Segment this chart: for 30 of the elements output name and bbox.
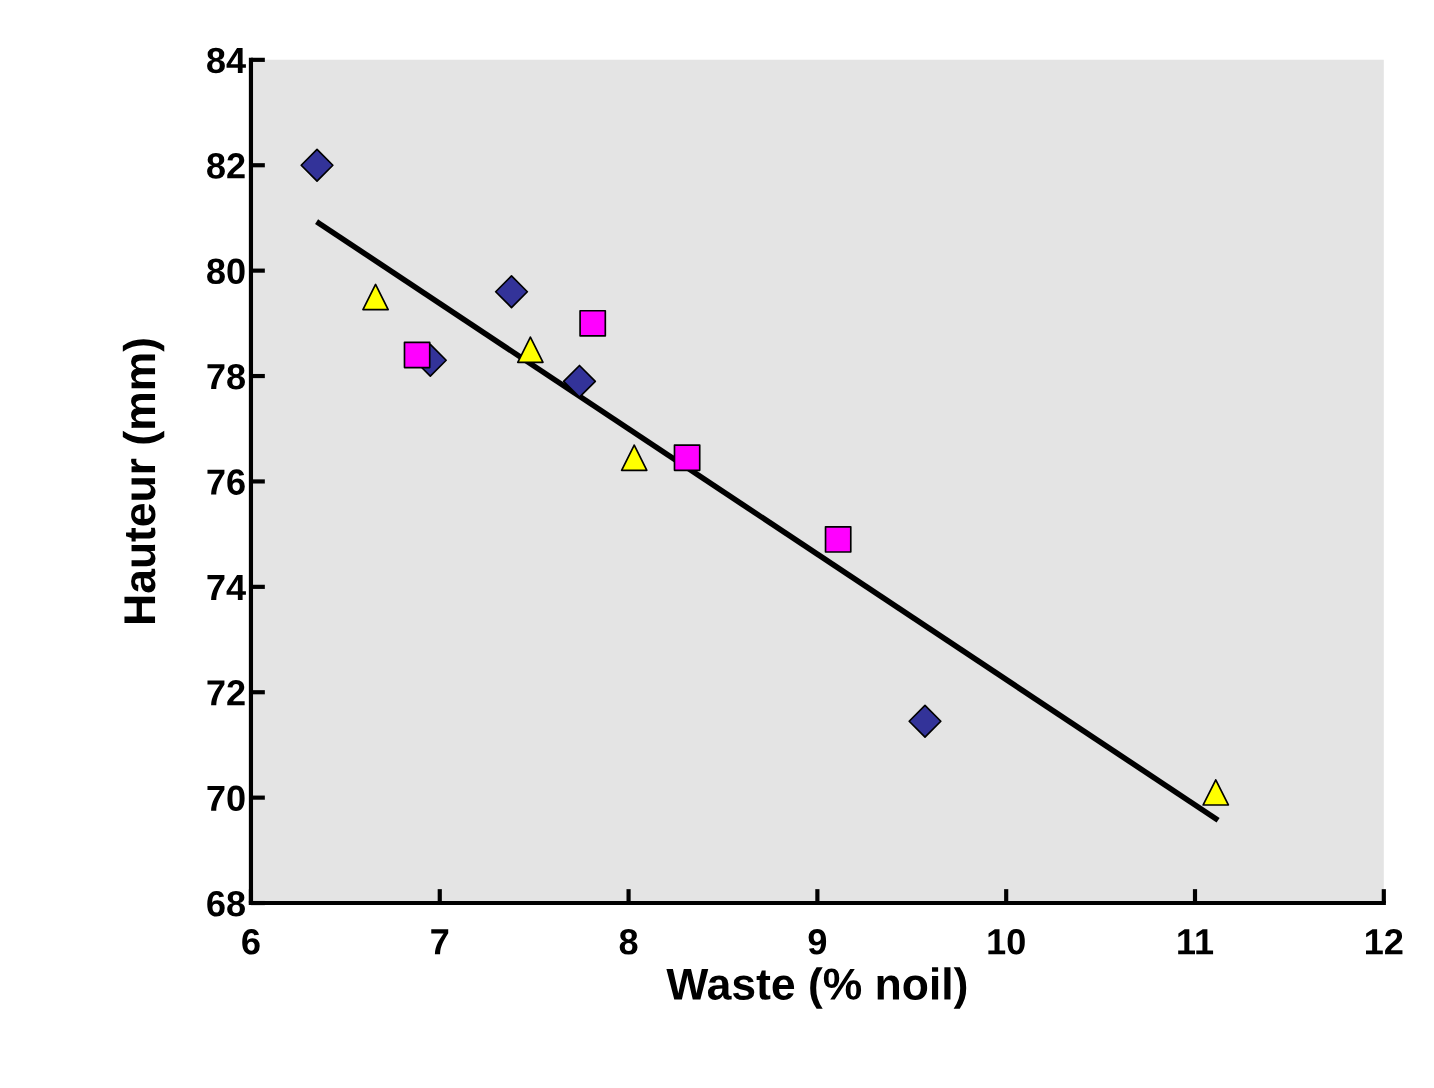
point [494,275,529,309]
point [300,148,334,182]
x-tick-label: 12 [1366,928,1403,955]
y-tick-label: 68 [207,890,245,917]
point [908,704,942,738]
x-tick-label: 6 [242,928,260,955]
y-tick-label: 82 [207,153,245,179]
point [620,444,648,472]
x-tick-label: 11 [1178,929,1214,955]
y-tick-label: 76 [207,469,245,495]
x-axis-title: Waste (% noil) [666,967,967,1009]
point [824,525,852,553]
point [516,336,544,364]
y-tick-label: 74 [207,575,246,600]
point [562,364,597,398]
y-tick-label: 78 [207,363,245,390]
y-tick-label: 80 [207,258,245,285]
y-axis-title: Hauteur (mm) [122,339,165,623]
y-tick-label: 84 [207,47,246,74]
x-tick-label: 10 [988,928,1025,955]
y-tick-label: 72 [207,680,245,706]
x-tick-label: 7 [431,929,449,955]
point [362,283,390,311]
y-tick-label: 70 [207,785,245,812]
point [673,444,701,472]
x-tick-label: 8 [619,928,638,955]
point [579,309,607,337]
x-tick-label: 9 [808,928,827,955]
point [1202,778,1230,806]
point [403,341,431,369]
